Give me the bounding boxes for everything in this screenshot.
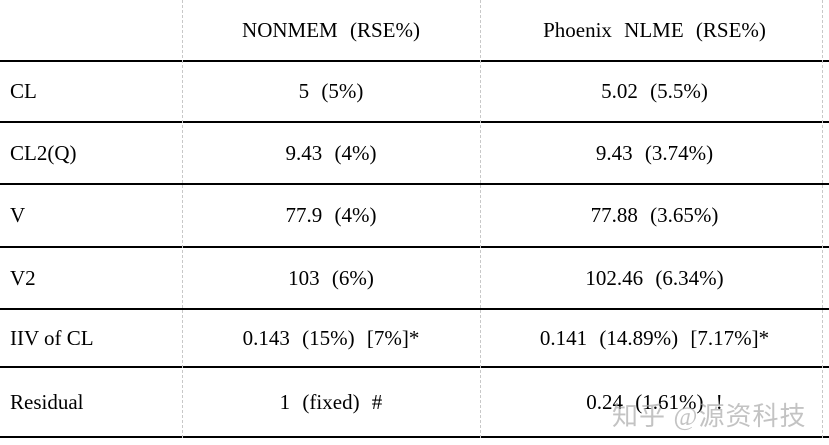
table-row: CL2(Q) 9.43 (4%) 9.43 (3.74%): [0, 123, 829, 185]
table-row: V 77.9 (4%) 77.88 (3.65%): [0, 185, 829, 248]
param-label: Residual: [10, 389, 84, 414]
nonmem-value: 0.143 (15%) [7%]*: [242, 325, 420, 350]
phoenix-value: 9.43 (3.74%): [595, 140, 714, 165]
nonmem-value: 5 (5%): [298, 79, 364, 103]
param-label: CL2(Q): [10, 140, 77, 165]
phoenix-value: 0.24 (1.61%) !: [586, 389, 723, 414]
param-label: V: [10, 203, 26, 227]
table-row: CL 5 (5%) 5.02 (5.5%): [0, 62, 829, 123]
header-cell-phoenix: Phoenix NLME (RSE%): [543, 17, 766, 42]
param-label: V2: [10, 265, 36, 290]
phoenix-value: 77.88 (3.65%): [590, 203, 719, 227]
param-label: CL: [10, 79, 37, 103]
table-row: Residual 1 (fixed) # 0.24 (1.61%) !: [0, 368, 829, 438]
table-row: IIV of CL 0.143 (15%) [7%]* 0.141 (14.89…: [0, 310, 829, 368]
header-cell-empty: [0, 0, 182, 60]
phoenix-value: 102.46 (6.34%): [585, 265, 724, 290]
column-divider: [480, 0, 481, 438]
phoenix-value: 5.02 (5.5%): [601, 79, 708, 103]
header-cell-nonmem: NONMEM (RSE%): [242, 17, 420, 42]
nonmem-value: 1 (fixed) #: [279, 389, 383, 414]
phoenix-value: 0.141 (14.89%) [7.17%]*: [539, 325, 770, 350]
nonmem-value: 77.9 (4%): [285, 203, 377, 227]
column-divider: [822, 0, 823, 438]
nonmem-value: 9.43 (4%): [285, 140, 377, 165]
column-divider: [182, 0, 183, 438]
param-label: IIV of CL: [10, 325, 94, 350]
nonmem-value: 103 (6%): [288, 265, 374, 290]
table-row: V2 103 (6%) 102.46 (6.34%): [0, 248, 829, 310]
table-header-row: NONMEM (RSE%) Phoenix NLME (RSE%): [0, 0, 829, 62]
